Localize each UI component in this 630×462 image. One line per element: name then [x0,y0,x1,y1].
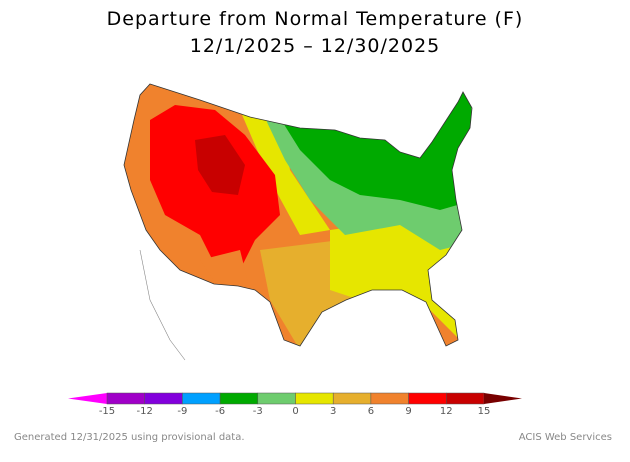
legend-swatch [332,392,372,405]
legend-swatch [446,392,485,405]
region-0-to-3-plains [240,110,330,235]
color-legend [68,392,522,405]
legend-low-arrow [68,393,107,404]
region-0-to-3-southeast [330,220,470,340]
legend-swatch [295,392,334,405]
legend-tick-label: -6 [215,406,226,417]
legend-tick-label: 15 [477,406,491,417]
legend-high-arrow [484,393,522,404]
region-12-to-15 [195,135,245,195]
legend-tick-label: 9 [405,406,412,417]
credit: ACIS Web Services [518,432,612,443]
legend-tick-label: 12 [439,406,453,417]
legend-swatch [257,392,296,405]
legend-tick-label: -3 [252,406,263,417]
legend-tick-label: -15 [98,406,116,417]
us-outline [123,83,473,347]
legend-tick-label: -9 [177,406,188,417]
legend-tick-label: 3 [330,406,337,417]
legend-tick-label: 0 [292,406,299,417]
legend-tick-label: 6 [367,406,375,417]
legend-tick-label: -12 [136,406,153,417]
map-date-range: 12/1/2025 – 12/30/2025 [189,35,441,57]
legend-swatch [408,392,447,405]
legend-swatch [182,392,221,405]
generated-note: Generated 12/31/2025 using provisional d… [14,432,245,443]
legend-swatch [106,392,145,405]
legend-swatch [144,392,183,405]
map-title: Departure from Normal Temperature (F) [106,8,524,30]
legend-swatch [219,392,259,405]
mexico-coastline [139,249,186,361]
legend-swatch [370,392,409,405]
region-southwest [200,250,250,290]
